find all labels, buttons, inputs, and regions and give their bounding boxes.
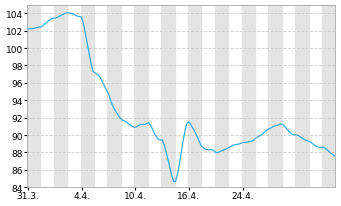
Bar (107, 6, 121, 187)
Bar (215, 6, 228, 187)
Bar (322, 6, 336, 187)
Bar (241, 6, 255, 187)
Bar (188, 6, 201, 187)
Bar (268, 6, 282, 187)
Bar (80, 6, 94, 187)
Bar (295, 6, 309, 187)
Bar (161, 6, 175, 187)
Bar (134, 6, 148, 187)
Bar (54, 6, 67, 187)
Bar (27, 6, 40, 187)
